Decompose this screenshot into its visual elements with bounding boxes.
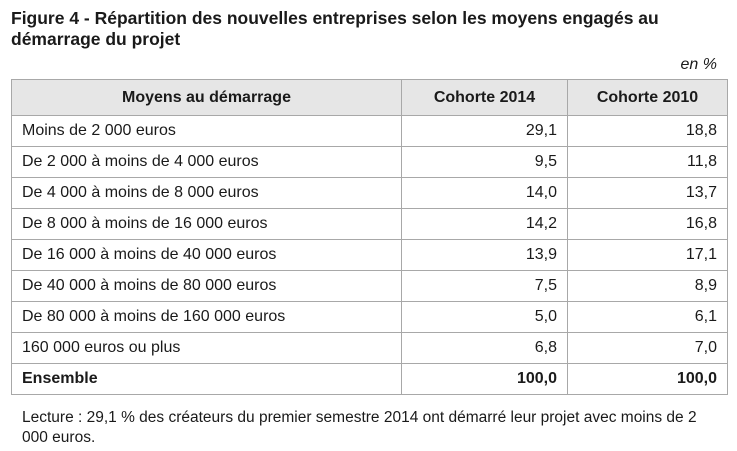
reading-note: Lecture : 29,1 % des créateurs du premie… bbox=[22, 409, 697, 446]
table-row: De 2 000 à moins de 4 000 euros 9,5 11,8 bbox=[11, 146, 728, 178]
row-label: De 16 000 à moins de 40 000 euros bbox=[11, 239, 402, 271]
table-row: De 4 000 à moins de 8 000 euros 14,0 13,… bbox=[11, 177, 728, 209]
cell-cohort-2010: 8,9 bbox=[567, 270, 728, 302]
column-header-cohort-2014: Cohorte 2014 bbox=[401, 79, 568, 116]
unit-label: en % bbox=[680, 56, 717, 73]
cell-cohort-2014: 14,2 bbox=[401, 208, 568, 240]
row-label: 160 000 euros ou plus bbox=[11, 332, 402, 364]
table-row: De 8 000 à moins de 16 000 euros 14,2 16… bbox=[11, 208, 728, 240]
cell-cohort-2010: 7,0 bbox=[567, 332, 728, 364]
header-row: Moyens au démarrage Cohorte 2014 Cohorte… bbox=[11, 79, 728, 116]
cell-cohort-2010: 18,8 bbox=[567, 115, 728, 147]
table-row: De 80 000 à moins de 160 000 euros 5,0 6… bbox=[11, 301, 728, 333]
figure-title: Figure 4 - Répartition des nouvelles ent… bbox=[11, 8, 659, 49]
row-label: De 4 000 à moins de 8 000 euros bbox=[11, 177, 402, 209]
total-cohort-2010: 100,0 bbox=[567, 363, 728, 395]
data-table: Moyens au démarrage Cohorte 2014 Cohorte… bbox=[11, 79, 728, 395]
cell-cohort-2014: 5,0 bbox=[401, 301, 568, 333]
row-label: De 2 000 à moins de 4 000 euros bbox=[11, 146, 402, 178]
cell-cohort-2010: 16,8 bbox=[567, 208, 728, 240]
cell-cohort-2010: 17,1 bbox=[567, 239, 728, 271]
row-label: De 40 000 à moins de 80 000 euros bbox=[11, 270, 402, 302]
row-label: De 80 000 à moins de 160 000 euros bbox=[11, 301, 402, 333]
cell-cohort-2014: 29,1 bbox=[401, 115, 568, 147]
cell-cohort-2014: 14,0 bbox=[401, 177, 568, 209]
total-cohort-2014: 100,0 bbox=[401, 363, 568, 395]
total-row: Ensemble 100,0 100,0 bbox=[11, 363, 728, 395]
cell-cohort-2014: 6,8 bbox=[401, 332, 568, 364]
cell-cohort-2014: 13,9 bbox=[401, 239, 568, 271]
table-row: Moins de 2 000 euros 29,1 18,8 bbox=[11, 115, 728, 147]
table-row: 160 000 euros ou plus 6,8 7,0 bbox=[11, 332, 728, 364]
cell-cohort-2010: 13,7 bbox=[567, 177, 728, 209]
cell-cohort-2014: 9,5 bbox=[401, 146, 568, 178]
column-header-means: Moyens au démarrage bbox=[11, 79, 402, 116]
row-label: De 8 000 à moins de 16 000 euros bbox=[11, 208, 402, 240]
cell-cohort-2010: 11,8 bbox=[567, 146, 728, 178]
cell-cohort-2014: 7,5 bbox=[401, 270, 568, 302]
cell-cohort-2010: 6,1 bbox=[567, 301, 728, 333]
row-label: Moins de 2 000 euros bbox=[11, 115, 402, 147]
total-label: Ensemble bbox=[11, 363, 402, 395]
table-row: De 40 000 à moins de 80 000 euros 7,5 8,… bbox=[11, 270, 728, 302]
table-row: De 16 000 à moins de 40 000 euros 13,9 1… bbox=[11, 239, 728, 271]
column-header-cohort-2010: Cohorte 2010 bbox=[567, 79, 728, 116]
